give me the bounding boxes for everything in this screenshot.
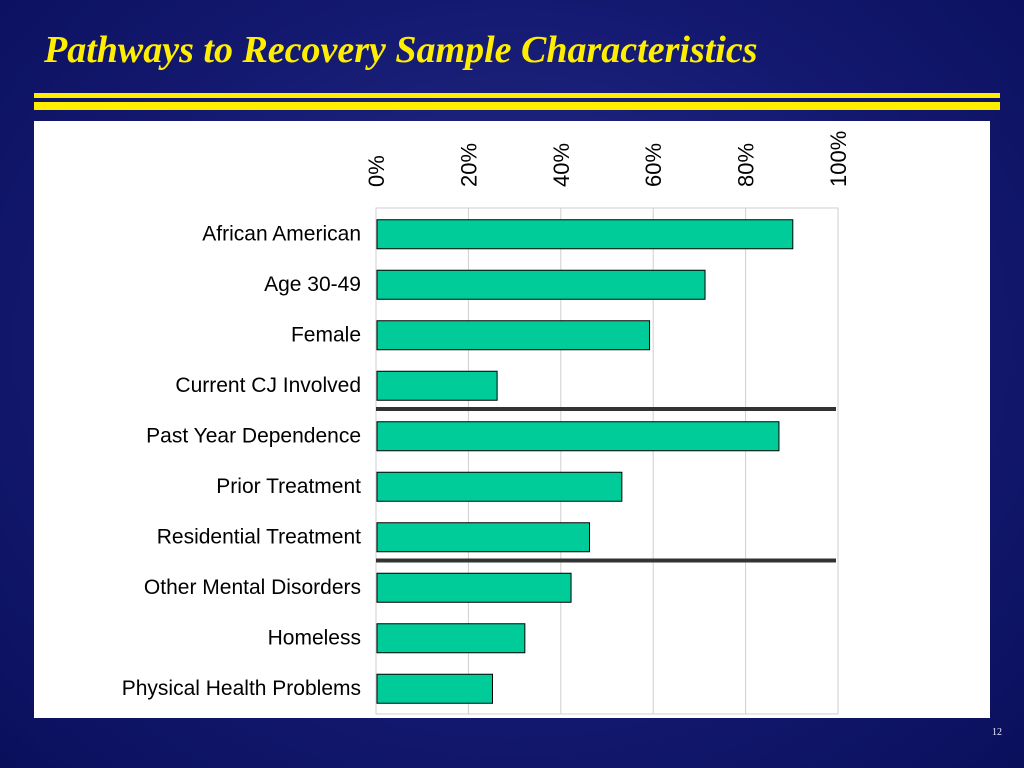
bar — [376, 522, 591, 553]
category-label: Past Year Dependence — [146, 424, 361, 447]
x-tick-label: 20% — [456, 143, 481, 187]
bar — [376, 370, 498, 401]
plot-area — [375, 207, 839, 715]
title-rule-bottom — [34, 102, 1000, 110]
category-label: Age 30-49 — [264, 273, 361, 296]
bar — [376, 219, 794, 250]
category-label: Homeless — [268, 626, 361, 649]
x-tick-label: 80% — [734, 143, 759, 187]
slide-title: Pathways to Recovery Sample Characterist… — [44, 29, 758, 71]
category-label: Current CJ Involved — [175, 374, 361, 397]
x-tick-label: 40% — [549, 143, 574, 187]
x-tick-label: 0% — [364, 155, 389, 187]
bar — [376, 572, 572, 603]
category-label: Prior Treatment — [216, 475, 361, 498]
category-label: Female — [291, 323, 361, 346]
category-label: Physical Health Problems — [122, 677, 361, 700]
x-tick-label: 100% — [826, 131, 851, 187]
page-number: 12 — [992, 727, 1002, 738]
bar-chart: 0% 20% 40% 60% 80% 100% African American Age 30… — [122, 131, 851, 715]
bar — [376, 320, 651, 351]
bar — [376, 673, 493, 704]
x-tick-label: 60% — [641, 143, 666, 187]
bar — [376, 269, 706, 300]
chart-panel: 0% 20% 40% 60% 80% 100% African American Age 30… — [34, 121, 990, 718]
bar — [376, 471, 623, 502]
bar — [376, 623, 526, 654]
title-rule-top — [34, 93, 1000, 98]
category-label: African American — [202, 222, 361, 245]
category-label: Residential Treatment — [157, 525, 361, 548]
bar — [376, 421, 780, 452]
category-label: Other Mental Disorders — [144, 576, 361, 599]
